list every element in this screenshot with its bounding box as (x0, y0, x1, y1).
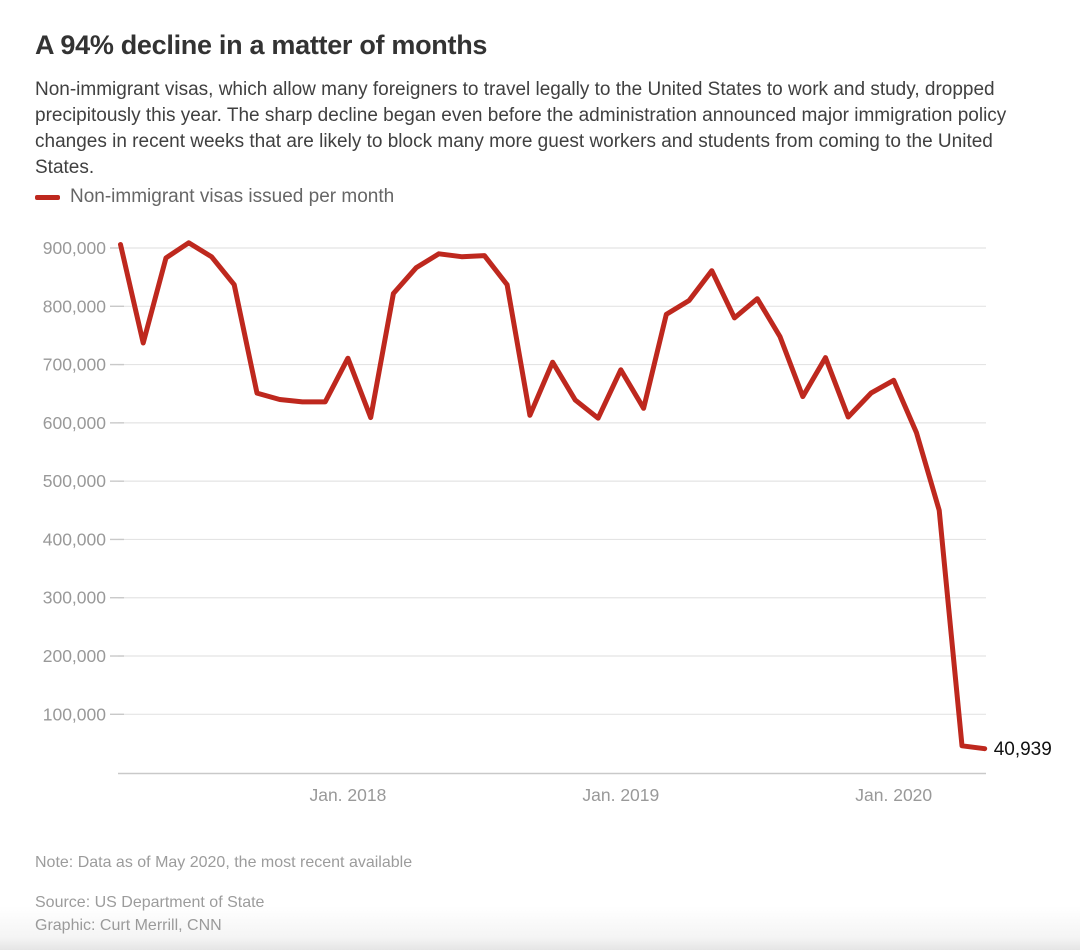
legend-line-swatch (35, 194, 60, 200)
x-tick-label: Jan. 2020 (855, 785, 932, 805)
visas-line-chart: 900,000 800,000 700,000 600,000 500,000 400,0… (43, 238, 1052, 805)
y-tick-label: 500,000 (43, 471, 107, 491)
y-tick-label: 600,000 (43, 413, 107, 433)
y-tick-label: 800,000 (43, 296, 107, 316)
chart-credit: Graphic: Curt Merrill, CNN (35, 917, 222, 934)
visas-data-line (118, 240, 988, 752)
last-value-label: 40,939 (994, 739, 1052, 760)
chart-legend: Non-immigrant visas issued per month (35, 186, 394, 208)
y-tick-label: 200,000 (43, 646, 107, 666)
y-tick-label: 900,000 (43, 238, 107, 258)
chart-description: Non-immigrant visas, which allow many fo… (35, 79, 1007, 178)
y-tick-label: 100,000 (43, 704, 107, 724)
legend-label: Non-immigrant visas issued per month (70, 186, 395, 207)
y-tick-label: 700,000 (43, 355, 107, 375)
chart-source: Source: US Department of State (35, 894, 265, 911)
x-tick-label: Jan. 2018 (309, 785, 386, 805)
page-title: A 94% decline in a matter of months (35, 30, 488, 61)
x-tick-label: Jan. 2019 (582, 785, 659, 805)
chart-note: Note: Data as of May 2020, the most rece… (35, 854, 413, 871)
chart-source-block: Source: US Department of State Graphic: … (35, 891, 264, 937)
y-tick-label: 400,000 (43, 529, 107, 549)
y-tick-label: 300,000 (43, 588, 107, 608)
